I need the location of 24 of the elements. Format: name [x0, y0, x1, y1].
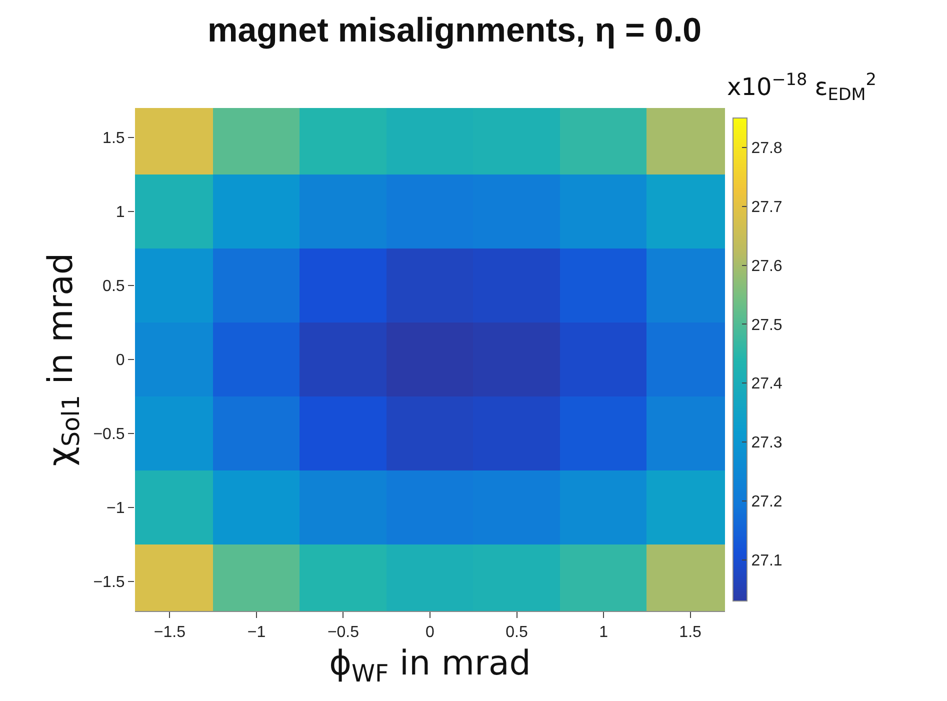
x-tick-label: −1.5	[154, 624, 186, 642]
color-bar-label: 27.1	[751, 552, 782, 570]
color-bar-label: 27.4	[751, 376, 782, 393]
x-tick-label: 1.5	[679, 624, 702, 642]
color-bar-label: 27.7	[751, 198, 782, 216]
color-bar-label: 27.5	[751, 316, 782, 334]
x-tick-label: −1	[247, 624, 266, 642]
x-tick-label: 0	[426, 624, 435, 642]
chart-title: magnet misalignments, η = 0.0	[208, 11, 702, 50]
color-bar-label: 27.8	[751, 140, 782, 158]
y-tick-label: 0	[116, 352, 125, 370]
y-tick-label: −1	[106, 500, 125, 518]
y-tick-label: −1.5	[93, 574, 125, 592]
color-bar-label: 27.6	[751, 258, 782, 275]
x-tick-label: 0.5	[506, 624, 528, 642]
y-tick-label: 1.5	[102, 130, 125, 148]
x-tick-label: 1	[599, 624, 608, 642]
color-bar-label: 27.2	[751, 493, 782, 510]
x-tick-label: −0.5	[327, 624, 360, 642]
x-axis-title: ϕ$_{WF}$ in mrad	[329, 644, 531, 688]
y-tick-label: 1	[116, 204, 125, 222]
y-tick-label: −0.5	[93, 426, 125, 444]
y-tick-label: 0.5	[102, 278, 125, 296]
color-bar-label: 27.3	[751, 434, 782, 452]
